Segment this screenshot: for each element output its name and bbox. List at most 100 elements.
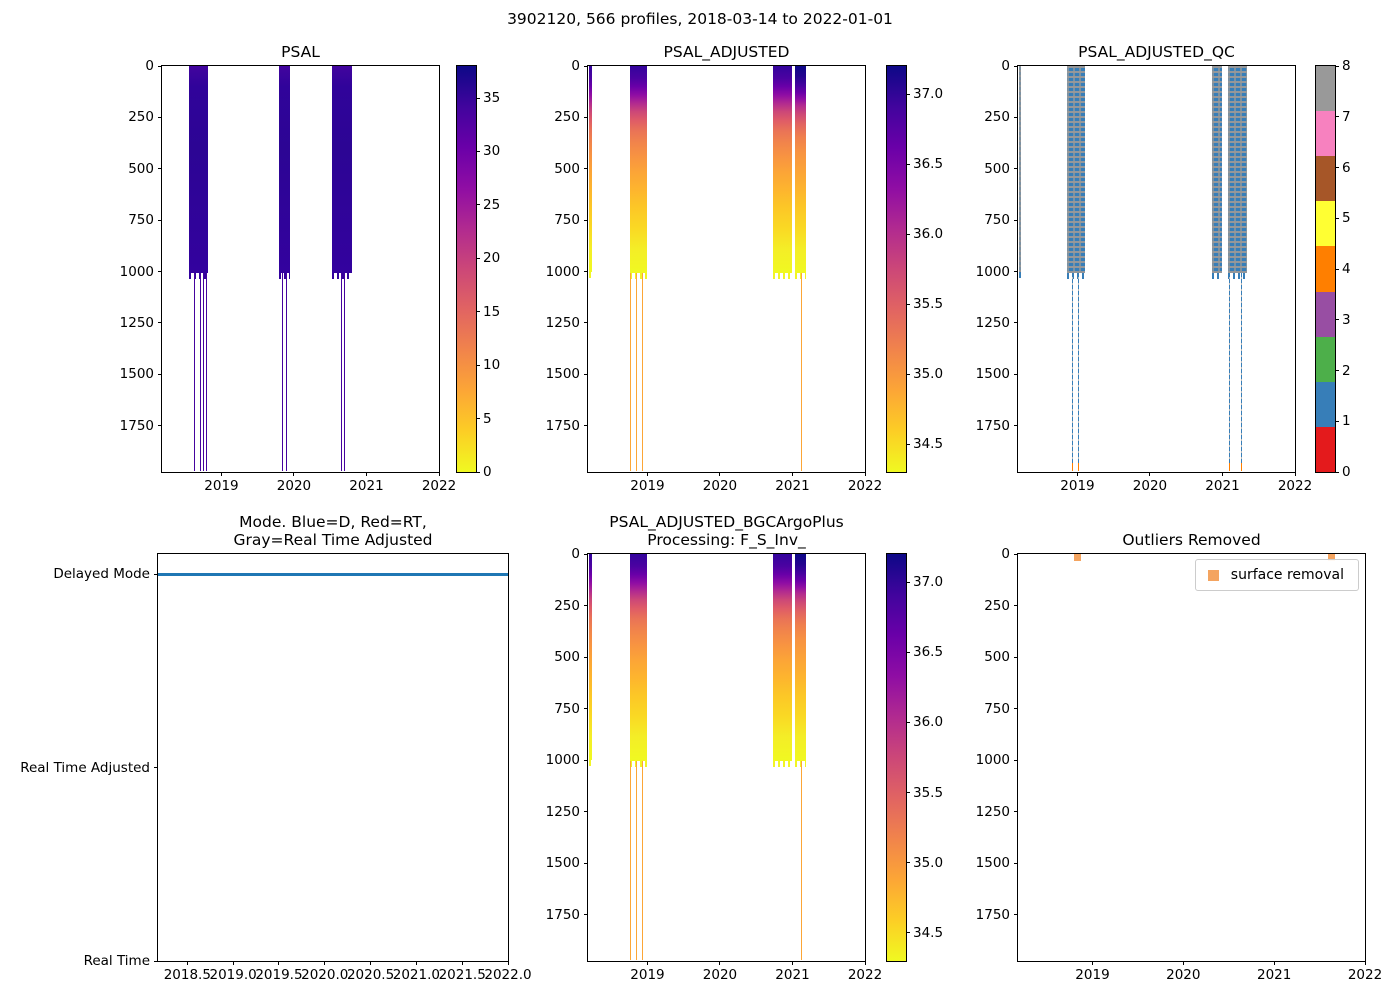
x-tick-label: 2021 (775, 478, 810, 494)
profile-line (630, 272, 632, 471)
y-tick-mark (154, 573, 158, 575)
subplot-title: Mode. Blue=D, Red=RT, Gray=Real Time Adj… (233, 513, 433, 549)
x-tick-mark (719, 961, 721, 965)
colorbar-tick-mark (1335, 167, 1339, 168)
band-fringe (794, 272, 807, 279)
heatmap-band (1067, 66, 1086, 273)
mode-line (158, 572, 508, 576)
y-tick-label: 750 (984, 700, 1010, 717)
x-tick-label: 2020 (1132, 478, 1168, 494)
y-tick-label: 1750 (975, 417, 1010, 434)
heatmap-band (331, 66, 352, 273)
x-tick-mark (646, 472, 648, 476)
heatmap-band (1018, 66, 1021, 272)
x-tick-label: 2018.5 (163, 967, 211, 983)
colorbar-tick-mark (906, 932, 910, 934)
y-tick-label: 0 (1001, 58, 1010, 74)
subplot-title: PSAL_ADJUSTED_QC (1078, 43, 1235, 61)
y-tick-label: 500 (984, 160, 1010, 177)
heatmap-band (794, 554, 807, 762)
x-tick-label: 2021 (775, 967, 810, 983)
profile-line (343, 272, 345, 471)
colorbar-segment (1316, 336, 1335, 382)
profile-line (194, 272, 196, 471)
colorbar-tick-label: 35.0 (913, 366, 944, 382)
band-fringe (188, 272, 209, 279)
colorbar-tick-mark (1335, 420, 1339, 422)
heatmap-band (188, 66, 209, 273)
band-fringe (1067, 272, 1086, 279)
subplot-outliers: Outliers Removed 2019 2020 2021 2022 0 250 500 7… (976, 531, 1383, 983)
x-tick-mark (646, 961, 648, 965)
subplot-title: PSAL (281, 43, 320, 61)
y-tick-mark (584, 322, 588, 324)
x-tick-label: 2022 (1277, 478, 1313, 494)
colorbar-segment (1316, 156, 1335, 202)
y-tick-mark (1014, 656, 1018, 658)
colorbar-tick-mark (476, 204, 480, 206)
heatmap-band (772, 554, 792, 762)
band-fringe (1211, 272, 1223, 279)
y-tick-mark (584, 605, 588, 607)
colorbar-tick-mark (1335, 471, 1339, 473)
colorbar-tick-label: 1 (1342, 413, 1351, 430)
legend: surface removal (1194, 559, 1359, 591)
y-tick-mark (158, 116, 162, 118)
colorbar-tick-label: 37.0 (913, 86, 944, 102)
y-tick-label: 1750 (545, 906, 580, 923)
subplot-title: PSAL_ADJUSTED (663, 43, 790, 61)
y-tick-mark (1014, 862, 1018, 864)
y-tick-label: Real Time Adjusted (20, 759, 150, 776)
y-tick-mark (154, 960, 158, 962)
x-tick-mark (293, 472, 295, 476)
band-fringe (588, 760, 592, 767)
y-tick-label: 250 (554, 109, 580, 126)
profile-line (281, 272, 283, 471)
y-tick-label: 1000 (119, 263, 154, 280)
colorbar-segment (1316, 66, 1335, 112)
y-tick-mark (584, 65, 588, 67)
band-fringe (1018, 271, 1021, 278)
colorbar-tick-mark (476, 364, 480, 366)
colorbar-psal: 35 30 25 20 15 10 5 0 (456, 65, 500, 480)
y-tick-mark (584, 708, 588, 710)
colorbar-tick-mark (1335, 116, 1339, 118)
x-tick-label: 2019 (204, 478, 239, 494)
y-tick-mark (1014, 116, 1018, 118)
profile-line (286, 272, 288, 471)
colorbar-segment (1316, 246, 1335, 292)
y-tick-mark (1014, 373, 1018, 375)
y-tick-mark (1014, 553, 1018, 555)
y-tick-label: 1000 (975, 752, 1010, 769)
profile-line-tip (1228, 463, 1230, 472)
x-tick-mark (1221, 472, 1223, 476)
y-tick-label: 250 (554, 597, 580, 614)
colorbar-tick-mark (476, 97, 480, 99)
profile-line (636, 272, 638, 471)
subplot-psal: PSAL 2019 2020 2021 2022 0 250 500 750 1000 1250 15… (120, 43, 457, 494)
band-fringe (794, 761, 807, 768)
y-tick-mark (154, 767, 158, 769)
heatmap-band (629, 554, 648, 762)
y-tick-mark (584, 425, 588, 427)
y-tick-label: 1500 (545, 366, 580, 383)
heatmap-band (588, 66, 592, 272)
subplot-mode: Mode. Blue=D, Red=RT, Gray=Real Time Adj… (20, 513, 531, 983)
y-tick-label: 1250 (545, 314, 580, 331)
legend-marker-icon (1207, 569, 1219, 581)
colorbar-tick-label: 6 (1342, 159, 1351, 176)
x-tick-label: 2020.5 (346, 967, 395, 983)
outlier-marker (1074, 553, 1082, 561)
colorbar-tick-label: 35.5 (913, 784, 944, 801)
band-fringe (588, 271, 592, 278)
x-tick-mark (1076, 472, 1078, 476)
y-tick-mark (584, 656, 588, 658)
heatmap-band (588, 554, 592, 761)
colorbar-tick-label: 35 (483, 90, 501, 107)
x-tick-mark (1294, 472, 1296, 476)
colorbar-tick-label: 36.5 (913, 156, 944, 172)
x-tick-mark (1091, 961, 1093, 965)
y-tick-label: 0 (571, 58, 580, 74)
band-fringe (772, 272, 792, 279)
y-tick-label: 0 (145, 58, 154, 74)
